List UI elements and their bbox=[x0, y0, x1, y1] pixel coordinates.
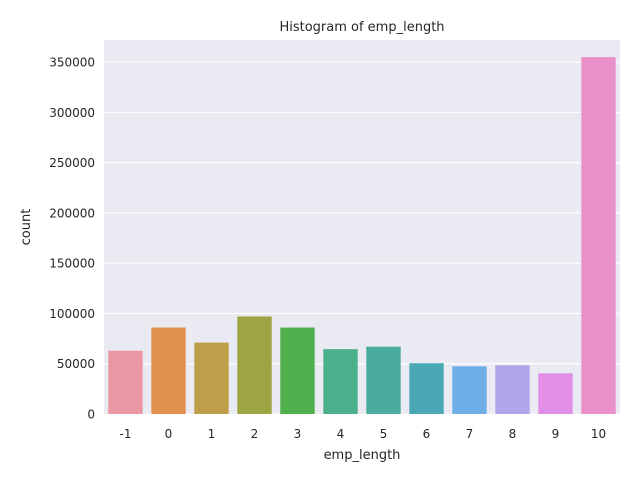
y-tick-label: 0 bbox=[87, 408, 95, 422]
bar--1 bbox=[108, 350, 143, 414]
bar-0 bbox=[151, 327, 186, 414]
y-tick-label: 50000 bbox=[57, 357, 95, 371]
bar-10 bbox=[581, 57, 616, 414]
x-tick-label: 7 bbox=[466, 427, 474, 441]
x-tick-label: 3 bbox=[294, 427, 302, 441]
bar-3 bbox=[280, 327, 315, 414]
bar-8 bbox=[495, 365, 530, 414]
x-tick-label: 0 bbox=[165, 427, 173, 441]
bar-6 bbox=[409, 363, 444, 414]
x-tick-label: 10 bbox=[591, 427, 606, 441]
y-tick-label: 250000 bbox=[49, 156, 95, 170]
x-tick-label: 9 bbox=[552, 427, 560, 441]
chart-title: Histogram of emp_length bbox=[279, 20, 444, 35]
x-tick-label: 5 bbox=[380, 427, 388, 441]
bar-2 bbox=[237, 316, 272, 414]
x-tick-label: 4 bbox=[337, 427, 345, 441]
x-tick-label: 6 bbox=[423, 427, 431, 441]
y-tick-label: 100000 bbox=[49, 307, 95, 321]
bar-1 bbox=[194, 342, 229, 414]
bars bbox=[108, 57, 616, 414]
y-tick-label: 200000 bbox=[49, 206, 95, 220]
x-tick-label: 2 bbox=[251, 427, 259, 441]
y-tick-labels: 0 50000 100000 150000 200000 250000 300000 3500… bbox=[49, 56, 95, 422]
bar-5 bbox=[366, 346, 401, 414]
bar-4 bbox=[323, 349, 358, 414]
x-tick-label: 8 bbox=[509, 427, 517, 441]
gridlines bbox=[104, 61, 620, 415]
bar-9 bbox=[538, 373, 573, 414]
y-axis-label: count bbox=[19, 209, 34, 246]
x-tick-labels: -1 0 1 2 3 4 5 6 7 8 9 10 bbox=[120, 427, 607, 441]
y-tick-label: 150000 bbox=[49, 257, 95, 271]
x-tick-label: 1 bbox=[208, 427, 216, 441]
y-tick-label: 300000 bbox=[49, 106, 95, 120]
x-axis-label: emp_length bbox=[324, 448, 401, 463]
plot-area bbox=[104, 40, 620, 414]
y-tick-label: 350000 bbox=[49, 56, 95, 70]
x-tick-label: -1 bbox=[120, 427, 132, 441]
bar-7 bbox=[452, 366, 487, 414]
